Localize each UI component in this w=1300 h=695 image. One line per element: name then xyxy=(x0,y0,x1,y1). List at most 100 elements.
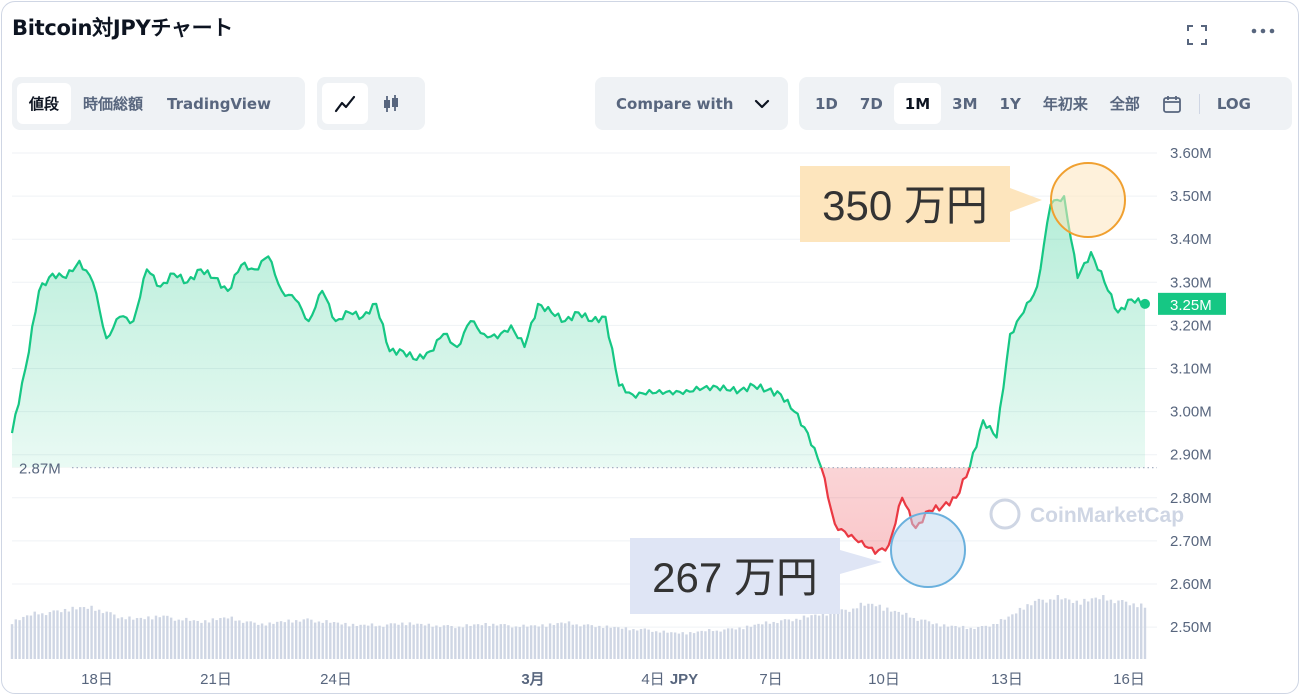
range-tab-1d[interactable]: 1D xyxy=(815,94,838,113)
volume-bar xyxy=(355,626,359,659)
volume-bar xyxy=(1083,598,1086,659)
volume-bar xyxy=(67,611,71,659)
volume-bar xyxy=(18,620,21,659)
volume-bar xyxy=(215,620,218,659)
volume-bar xyxy=(624,627,628,659)
price-line-down xyxy=(820,467,971,555)
volume-bar xyxy=(571,624,575,659)
volume-bar xyxy=(992,623,995,659)
range-tab-all[interactable]: 全部 xyxy=(1109,95,1140,113)
volume-bar xyxy=(567,621,571,659)
compare-label: Compare with xyxy=(616,94,734,113)
tab-market-cap[interactable]: 時価総額 xyxy=(83,95,144,113)
range-tab-1m[interactable]: 1M xyxy=(893,83,942,124)
volume-bar xyxy=(420,623,423,659)
volume-bar xyxy=(916,620,919,659)
x-tick-label: 4日 xyxy=(641,671,664,688)
range-tab-ytd[interactable]: 年初来 xyxy=(1042,95,1088,113)
volume-bar xyxy=(1105,600,1109,659)
volume-bar xyxy=(465,624,468,659)
volume-bar xyxy=(738,627,741,659)
volume-bar xyxy=(393,623,396,659)
volume-bar xyxy=(37,614,40,659)
volume-bar xyxy=(541,624,544,659)
volume-bar xyxy=(241,622,245,659)
volume-bar xyxy=(1079,604,1082,659)
volume-bar xyxy=(25,615,29,659)
volume-bar xyxy=(787,619,791,659)
volume-bar xyxy=(249,621,252,659)
volume-bar xyxy=(1109,599,1113,659)
x-tick-label: 13日 xyxy=(991,671,1023,688)
tab-tradingview[interactable]: TradingView xyxy=(167,94,271,113)
volume-bar xyxy=(431,626,434,659)
volume-bar xyxy=(196,620,199,659)
volume-bar xyxy=(814,614,817,659)
volume-bar xyxy=(298,621,302,659)
volume-bar xyxy=(510,627,514,659)
low-marker-circle xyxy=(890,512,966,588)
volume-bar xyxy=(708,629,711,659)
volume-bar xyxy=(147,616,150,659)
volume-bar xyxy=(1071,602,1075,659)
volume-bar xyxy=(670,632,673,659)
x-tick-label: 16日 xyxy=(1113,671,1145,688)
volume-bar xyxy=(677,633,681,659)
x-tick-label: 18日 xyxy=(81,671,113,688)
log-scale-button[interactable]: LOG xyxy=(1216,94,1251,113)
volume-bar xyxy=(294,620,298,659)
volume-bar xyxy=(139,617,143,659)
calendar-icon xyxy=(1162,95,1181,113)
range-tab-7d[interactable]: 7D xyxy=(859,94,883,113)
volume-bar xyxy=(889,611,893,659)
volume-bar xyxy=(238,620,241,659)
fullscreen-icon[interactable] xyxy=(1182,20,1212,50)
line-chart-button[interactable] xyxy=(322,83,368,124)
volume-bar xyxy=(169,617,173,659)
volume-bar xyxy=(1052,599,1056,659)
volume-bar xyxy=(22,616,25,659)
volume-bar xyxy=(988,626,991,659)
price-area-up xyxy=(12,196,1145,468)
more-icon[interactable] xyxy=(1248,16,1278,46)
volume-bar xyxy=(579,626,582,659)
volume-bar xyxy=(1140,603,1143,659)
volume-bar xyxy=(363,624,366,659)
volume-bar xyxy=(795,618,798,659)
volume-bar xyxy=(1132,603,1135,659)
volume-bar xyxy=(492,623,495,659)
calendar-button[interactable] xyxy=(1151,83,1193,124)
volume-bar xyxy=(780,620,783,659)
y-tick-label: 2.50M xyxy=(1170,619,1212,636)
volume-bar xyxy=(715,630,719,659)
volume-bar xyxy=(836,610,840,659)
volume-bar xyxy=(219,618,222,659)
chevron-down-icon xyxy=(754,99,770,108)
volume-bar xyxy=(833,613,836,659)
volume-bar xyxy=(204,620,207,659)
volume-bar xyxy=(404,625,408,659)
volume-bar xyxy=(867,603,870,659)
tab-price[interactable]: 値段 xyxy=(17,83,72,124)
range-separator xyxy=(1198,93,1200,114)
volume-bar xyxy=(382,626,385,659)
volume-bar xyxy=(132,619,135,659)
compare-dropdown[interactable]: Compare with xyxy=(595,77,788,130)
y-tick-label: 2.90M xyxy=(1170,447,1212,464)
range-tab-1y[interactable]: 1Y xyxy=(999,94,1021,113)
volume-bar xyxy=(609,627,612,659)
volume-bar xyxy=(973,628,976,659)
volume-bar xyxy=(920,619,923,659)
volume-bar xyxy=(348,626,351,659)
volume-bar xyxy=(999,619,1003,659)
range-tab-3m[interactable]: 3M xyxy=(952,94,978,113)
candlestick-button[interactable] xyxy=(368,83,414,124)
volume-bar xyxy=(723,629,726,659)
volume-bar xyxy=(272,623,275,659)
volume-bar xyxy=(332,622,336,659)
volume-bar xyxy=(601,628,605,659)
volume-bar xyxy=(1030,605,1033,659)
volume-bar xyxy=(810,615,813,659)
volume-bar xyxy=(260,623,264,659)
volume-bar xyxy=(617,627,620,659)
